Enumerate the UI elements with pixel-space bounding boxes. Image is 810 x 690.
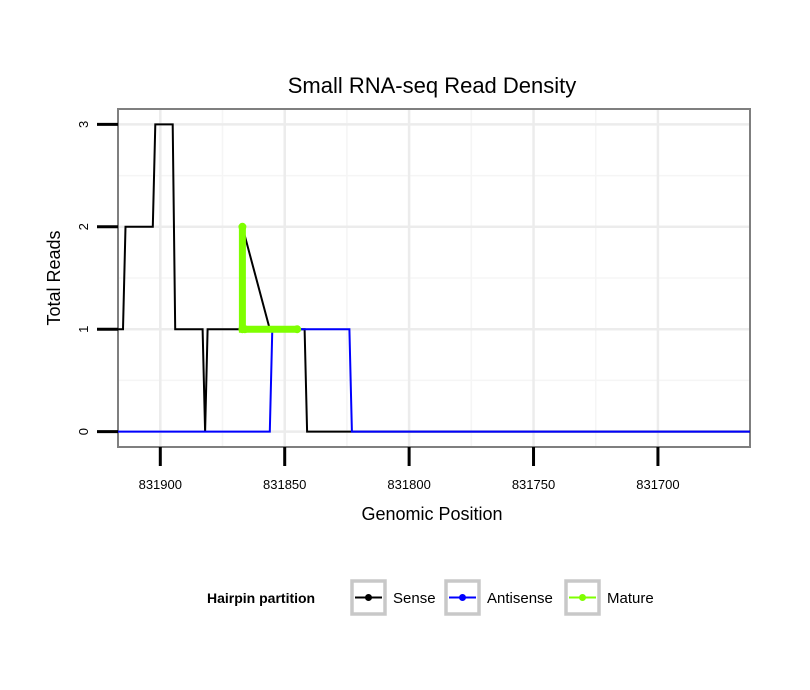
legend-key-point <box>459 594 466 601</box>
plot-panel-border <box>117 108 751 448</box>
x-tick-label: 831800 <box>387 477 430 492</box>
x-tick-label: 831700 <box>636 477 679 492</box>
x-tick-label: 831900 <box>139 477 182 492</box>
mature-point <box>238 222 247 231</box>
y-axis: 0 1 2 3 <box>76 121 118 435</box>
chart-title: Small RNA-seq Read Density <box>288 73 577 98</box>
series-line-antisense <box>118 328 750 433</box>
legend-title: Hairpin partition <box>207 590 315 606</box>
y-tick-label: 2 <box>76 223 91 230</box>
x-axis-title: Genomic Position <box>361 504 502 524</box>
legend-label-antisense: Antisense <box>487 590 553 607</box>
legend: Hairpin partition Sense Antisense Mature <box>207 579 654 616</box>
x-axis: 831900 831850 831800 831750 831700 <box>139 447 680 492</box>
grid-lines <box>118 109 750 447</box>
x-tick-label: 831750 <box>512 477 555 492</box>
y-axis-title: Total Reads <box>44 230 64 325</box>
y-tick-label: 0 <box>76 428 91 435</box>
legend-key-point <box>365 594 372 601</box>
marks-layer <box>238 222 302 334</box>
y-tick-label: 1 <box>76 326 91 333</box>
legend-label-sense: Sense <box>393 590 436 607</box>
legend-key-point <box>579 594 586 601</box>
legend-label-mature: Mature <box>607 590 654 607</box>
x-tick-label: 831850 <box>263 477 306 492</box>
mature-point <box>293 325 302 334</box>
mature-point <box>240 325 249 334</box>
y-tick-label: 3 <box>76 121 91 128</box>
